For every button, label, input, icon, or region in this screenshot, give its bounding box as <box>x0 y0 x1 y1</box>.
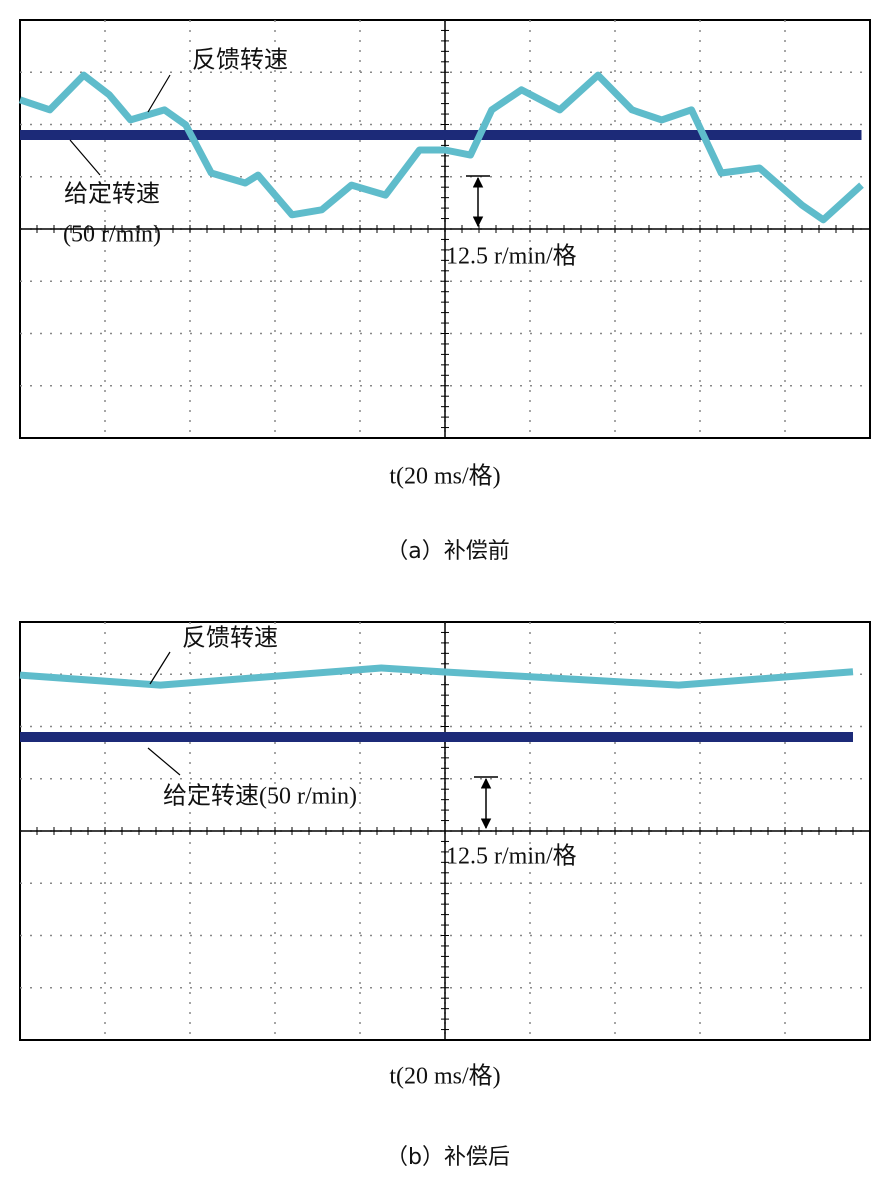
annotation: 给定转速(50 r/min) <box>163 783 357 810</box>
leader-line <box>69 139 101 176</box>
annotation: 12.5 r/min/格 <box>446 843 577 870</box>
trace <box>19 664 854 689</box>
caption: （a）补偿前 <box>386 539 509 564</box>
annotation: (50 r/min) <box>63 222 161 248</box>
annotation: 反馈转速 <box>192 47 288 74</box>
x-axis-label: t(20 ms/格) <box>389 463 500 490</box>
trace <box>18 71 864 224</box>
leader-line <box>147 74 171 113</box>
leader-line <box>147 747 181 776</box>
annotation: 12.5 r/min/格 <box>446 243 577 270</box>
annotation: 反馈转速 <box>182 625 278 652</box>
x-axis-label: t(20 ms/格) <box>389 1063 500 1090</box>
leader-line <box>149 651 171 685</box>
annotation: 给定转速 <box>64 181 160 208</box>
caption: （b）补偿后 <box>386 1145 510 1170</box>
